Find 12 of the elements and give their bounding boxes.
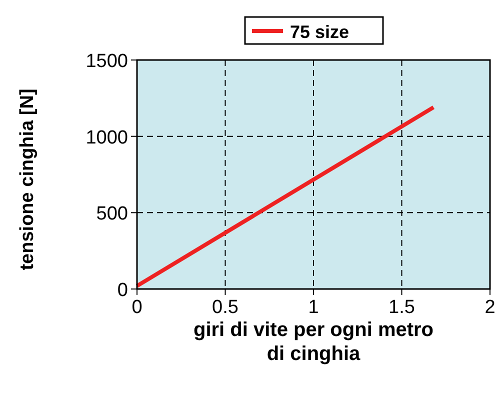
y-axis-title: tensione cinghia [N]: [17, 88, 38, 270]
x-tick-label: 1.5: [388, 297, 415, 318]
y-tick-label: 1000: [86, 127, 128, 148]
x-tick-label: 0: [132, 297, 142, 318]
x-tick-label: 0.5: [212, 297, 238, 318]
legend-label: 75 size: [290, 22, 350, 42]
y-tick-label: 1500: [86, 51, 128, 72]
x-tick-label: 2: [484, 297, 496, 318]
y-tick-label: 0: [117, 280, 128, 301]
x-axis-title: giri di vite per ogni metro di cinghia: [193, 319, 434, 365]
x-tick-label: 1: [308, 297, 319, 318]
y-tick-label: 500: [96, 204, 128, 225]
